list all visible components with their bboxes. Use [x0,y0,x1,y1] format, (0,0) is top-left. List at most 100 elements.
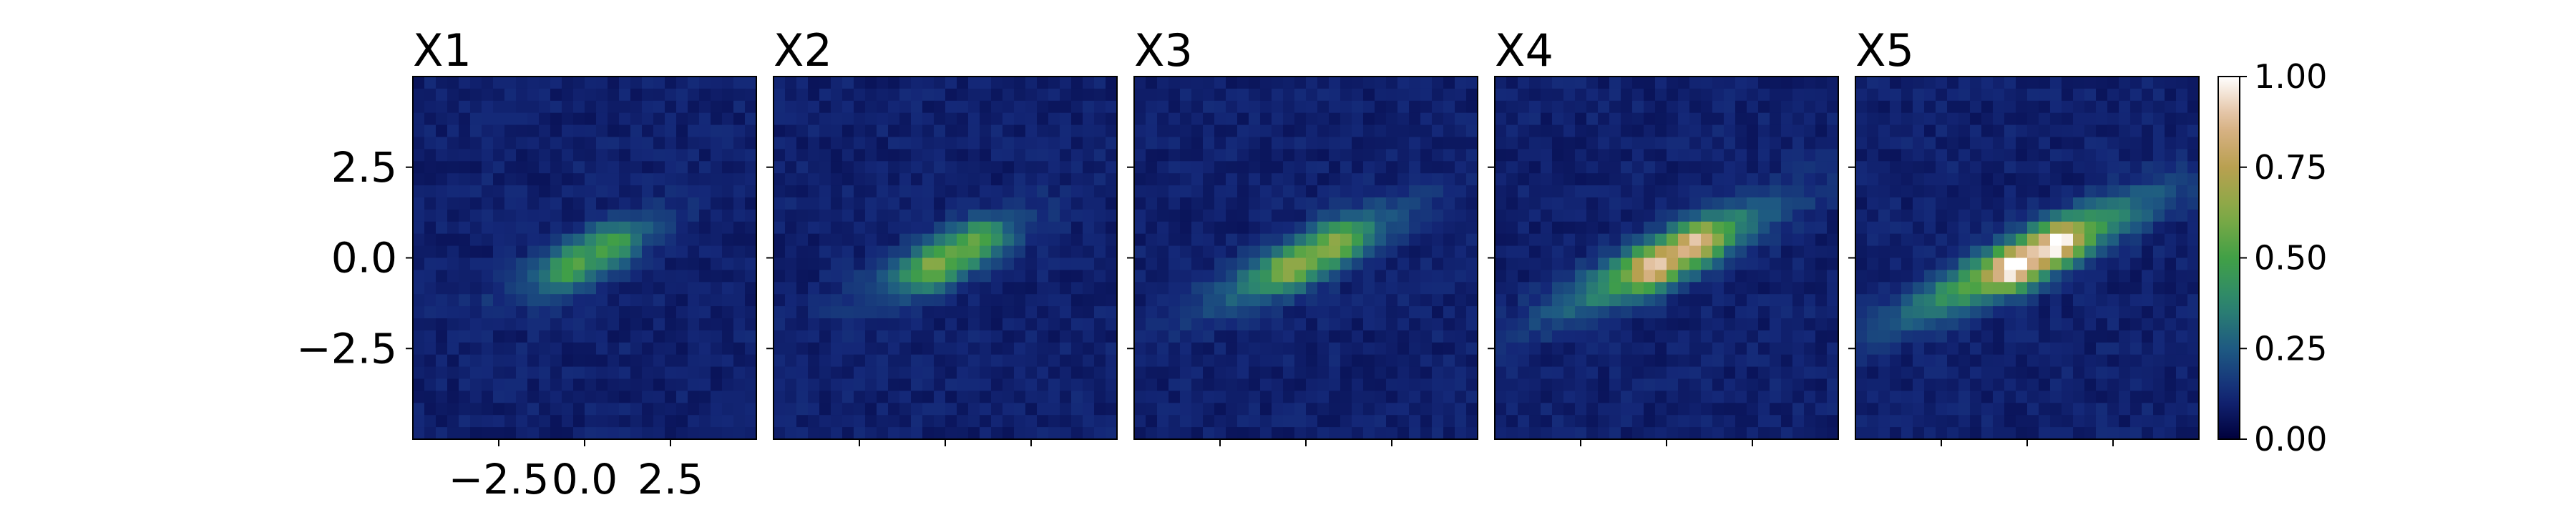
heatmap-cell [539,124,551,138]
heatmap-cell [459,427,471,439]
heatmap-cell [1958,197,1971,210]
heatmap-cell [2107,161,2119,174]
heatmap-cell [1169,354,1181,368]
heatmap-cell [1134,173,1146,186]
heatmap-cell [1214,197,1226,210]
heatmap-cell [1420,161,1433,174]
heatmap-cell [1094,415,1106,428]
heatmap-cell [1048,403,1060,416]
heatmap-cell [1317,342,1330,355]
heatmap-cell [1758,137,1770,149]
heatmap-cell [1758,342,1770,355]
heatmap-cell [1306,221,1318,235]
heatmap-cell [539,221,551,235]
heatmap-cell [413,197,425,210]
heatmap-cell [733,221,746,235]
heatmap-cell [733,403,746,416]
heatmap-cell [436,124,448,138]
heatmap-cell [608,354,620,368]
heatmap-cell [470,245,482,259]
heatmap-cell [1237,415,1249,428]
heatmap-cell [980,173,992,186]
heatmap-cell [1071,77,1083,89]
heatmap-cell [653,258,665,270]
heatmap-cell [1352,221,1364,235]
heatmap-cell [676,258,688,270]
heatmap-cell [1048,330,1060,343]
heatmap-cell [2084,197,2097,210]
heatmap-cell [1598,137,1610,149]
heatmap-cell [619,378,631,391]
heatmap-cell [562,270,574,283]
heatmap-cell [1958,233,1971,247]
heatmap-cell [1586,294,1599,307]
heatmap-cell [2187,342,2199,355]
heatmap-cell [1455,185,1467,198]
heatmap-cell [1272,245,1284,259]
heatmap-cell [1272,137,1284,149]
heatmap-cell [911,354,923,368]
heatmap-cell [539,100,551,114]
heatmap-cell [2176,161,2188,174]
heatmap-cell [2084,185,2097,198]
heatmap-cell [1317,161,1330,174]
heatmap-cell [808,88,820,102]
heatmap-cell [1352,403,1364,416]
heatmap-cell [539,112,551,126]
heatmap-cell [1924,330,1936,343]
heatmap-cell [1260,270,1272,283]
heatmap-cell [1947,427,1959,439]
heatmap-cell [899,112,912,126]
heatmap-cell [899,233,912,247]
heatmap-cell [1340,173,1352,186]
heatmap-cell [1701,427,1713,439]
heatmap-cell [1169,124,1181,138]
heatmap-cell [957,415,969,428]
heatmap-cell [1214,306,1226,319]
heatmap-cell [2176,330,2188,343]
heatmap-cell [957,342,969,355]
heatmap-cell [1157,88,1169,102]
heatmap-cell [945,306,957,319]
heatmap-cell [1397,330,1410,343]
heatmap-cell [1867,100,1879,114]
heatmap-cell [1827,124,1838,138]
heatmap-cell [945,330,957,343]
heatmap-cell [774,77,786,89]
heatmap-cell [1060,209,1072,222]
heatmap-cell [2107,88,2119,102]
heatmap-cell [1329,149,1341,162]
heatmap-cell [1409,391,1421,403]
heatmap-cell [722,270,734,283]
heatmap-cell [1002,137,1015,149]
heatmap-cell [1958,77,1971,89]
heatmap-cell [1541,88,1553,102]
heatmap-cell [1180,427,1192,439]
heatmap-cell [1735,282,1747,295]
heatmap-cell [1466,427,1478,439]
heatmap-cell [1947,77,1959,89]
heatmap-cell [1667,294,1679,307]
heatmap-cell [2073,185,2085,198]
heatmap-cell [2165,209,2177,222]
heatmap-cell [819,209,831,222]
heatmap-cell [1689,330,1702,343]
heatmap-cell [1157,245,1169,259]
heatmap-cell [1958,245,1971,259]
heatmap-cell [608,149,620,162]
heatmap-cell [2050,342,2062,355]
heatmap-cell [2004,88,2016,102]
heatmap-cell [899,318,912,331]
heatmap-cell [899,330,912,343]
heatmap-cell [1609,197,1621,210]
heatmap-cell [2062,233,2074,247]
heatmap-cell [854,185,866,198]
heatmap-cell [1781,294,1793,307]
heatmap-cell [1060,427,1072,439]
heatmap-cell [842,149,854,162]
heatmap-cell [2016,415,2028,428]
heatmap-cell [711,88,723,102]
heatmap-cell [733,112,746,126]
heatmap-cell [968,342,980,355]
heatmap-cell [980,245,992,259]
